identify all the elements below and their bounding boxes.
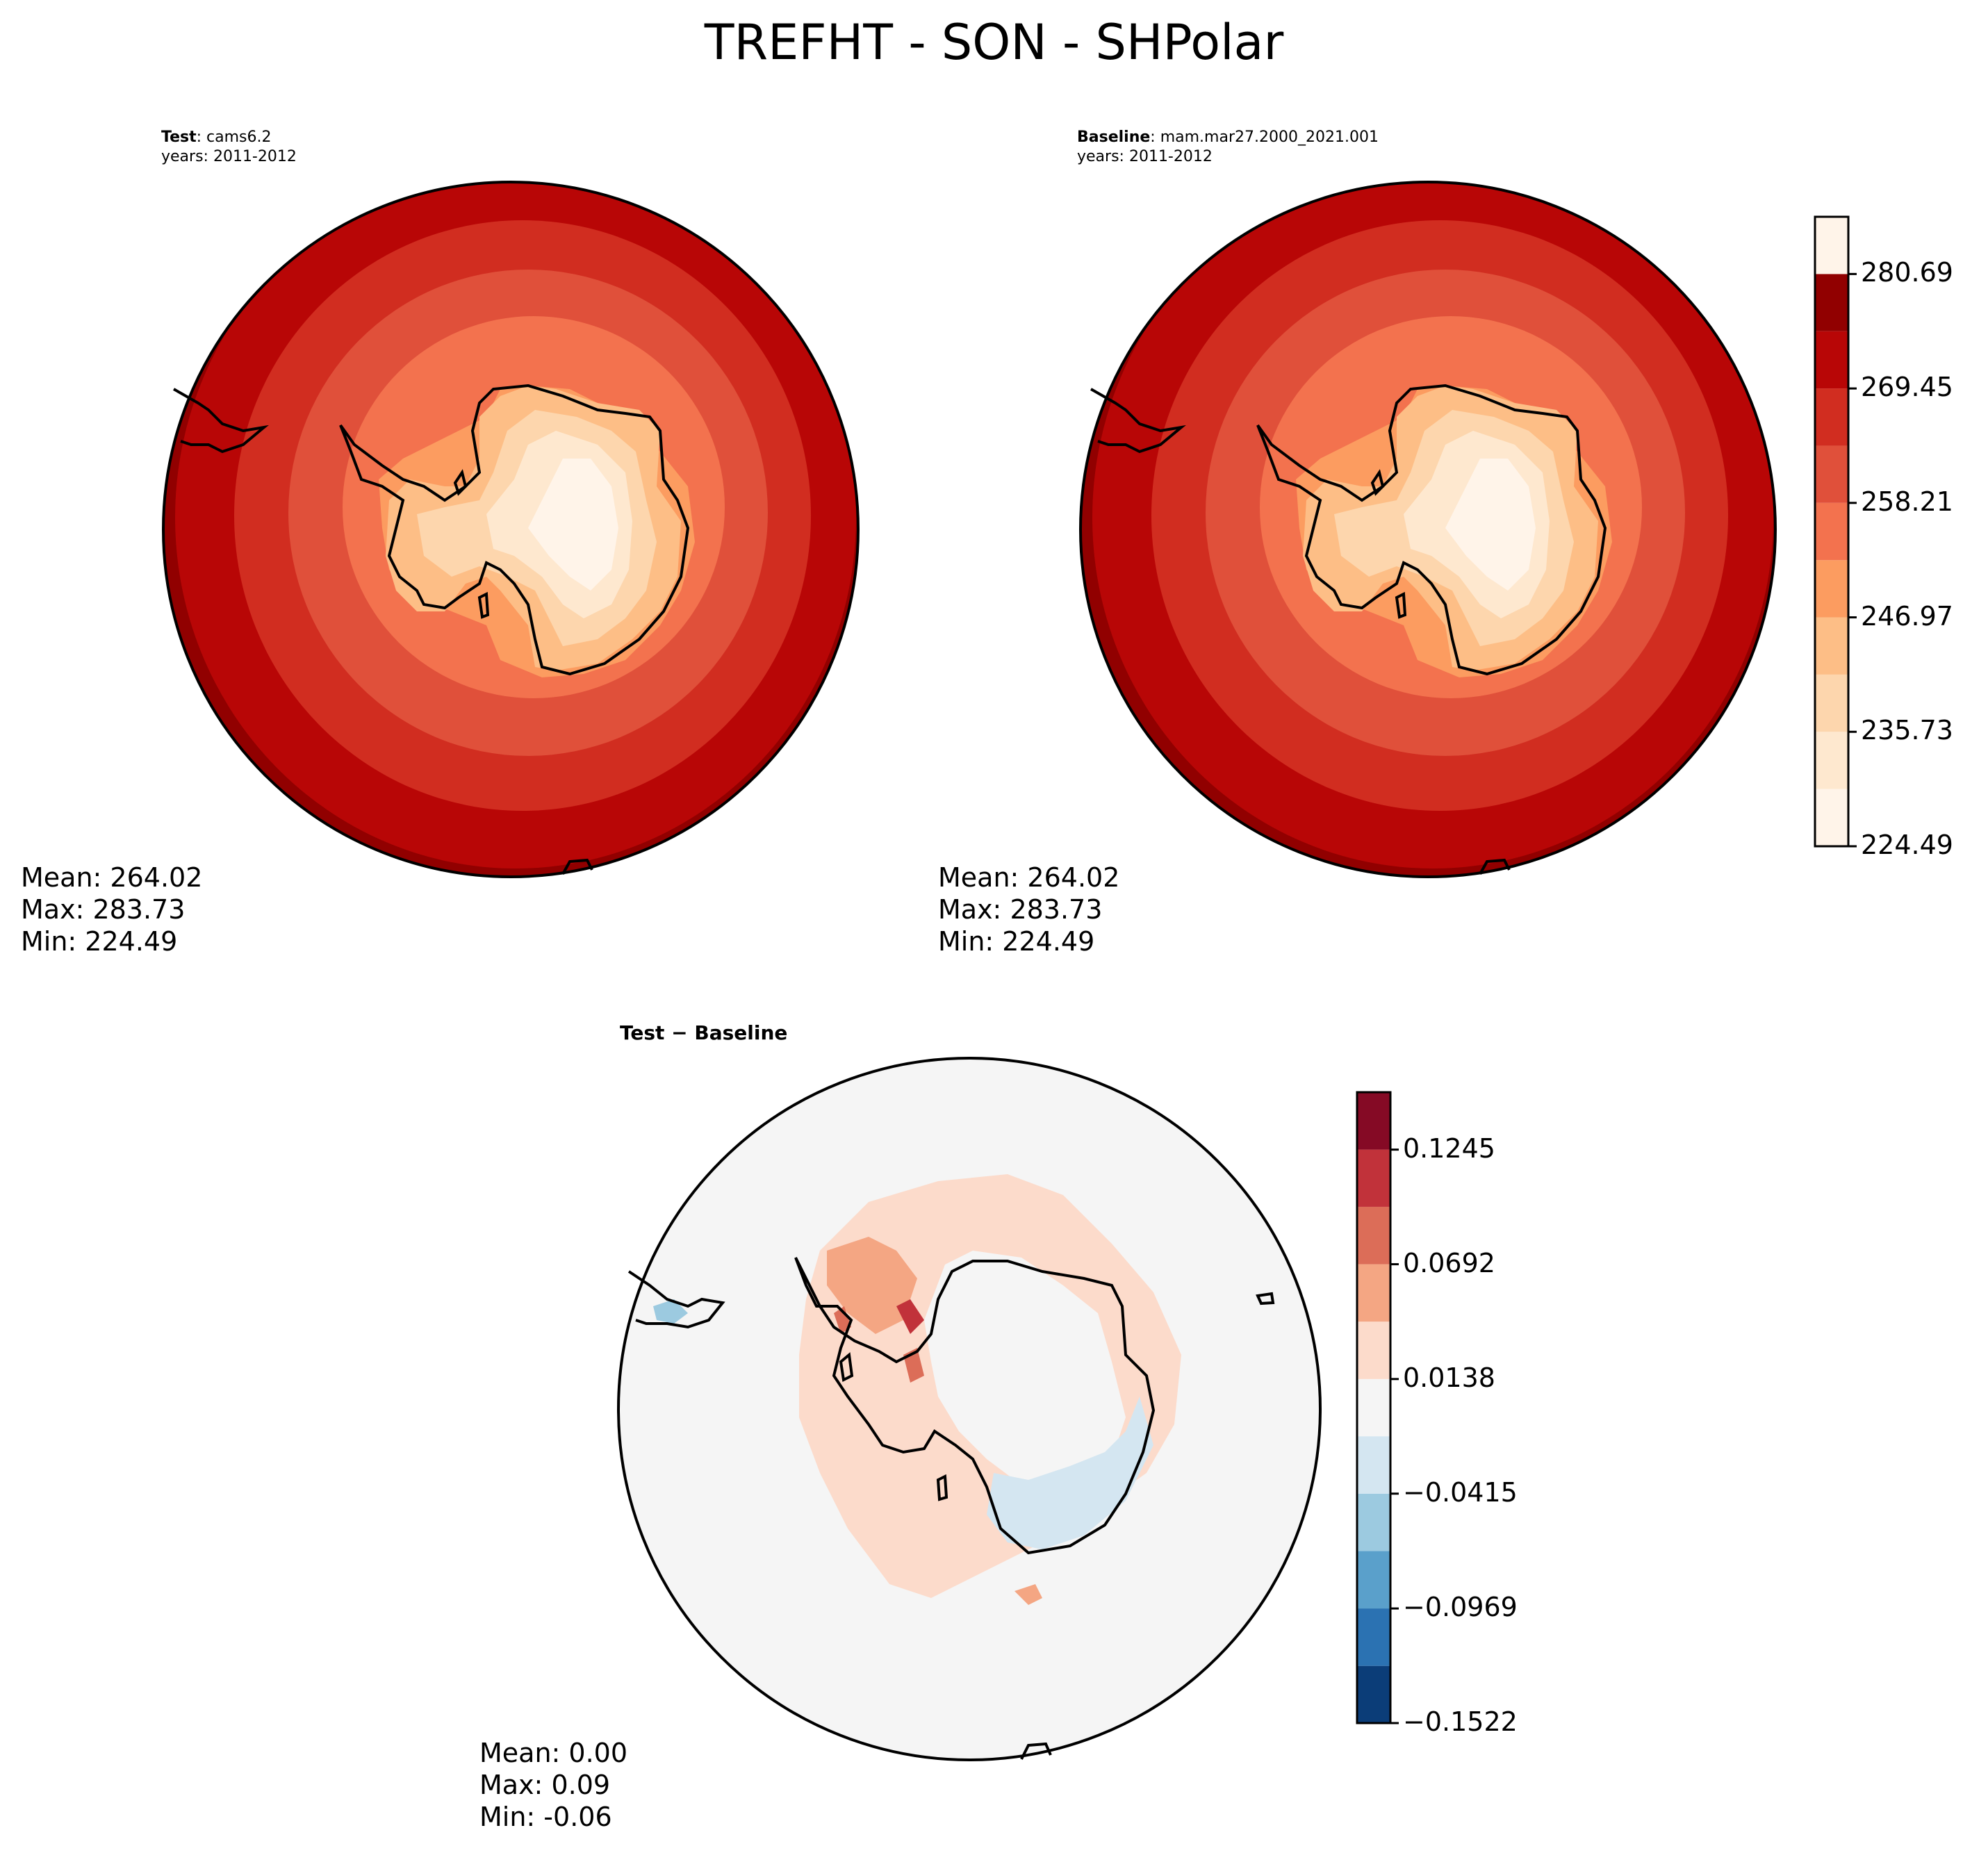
test-title-label: Test bbox=[161, 129, 197, 146]
temperature-colorbar-segment bbox=[1815, 617, 1848, 675]
test-coastline bbox=[561, 858, 593, 875]
difference-colorbar-segment bbox=[1357, 1149, 1390, 1207]
diff-max: Max: 0.09 bbox=[479, 1770, 611, 1800]
temperature-colorbar-segment bbox=[1815, 560, 1848, 618]
temperature-colorbar-tick-label: 280.69 bbox=[1861, 257, 1953, 288]
difference-colorbar-tick-label: 0.0138 bbox=[1403, 1362, 1495, 1393]
baseline-coastline bbox=[1479, 858, 1511, 875]
diff-min: Min: -0.06 bbox=[479, 1802, 612, 1832]
temperature-colorbar-segment bbox=[1815, 674, 1848, 732]
difference-colorbar-tick-label: −0.0415 bbox=[1403, 1476, 1518, 1508]
difference-colorbar-segment bbox=[1357, 1206, 1390, 1265]
difference-colorbar-tick-label: −0.1522 bbox=[1403, 1706, 1518, 1737]
diff-positive-band bbox=[1014, 1584, 1042, 1605]
difference-colorbar-tick-label: −0.0969 bbox=[1403, 1592, 1518, 1623]
difference-colorbar-segment bbox=[1357, 1608, 1390, 1666]
baseline-contour-band bbox=[1445, 459, 1536, 591]
diff-negative-band bbox=[653, 1299, 688, 1324]
difference-colorbar-tick-label: 0.1245 bbox=[1403, 1133, 1495, 1164]
difference-colorbar bbox=[1356, 1091, 1399, 1724]
diff-map-frame bbox=[617, 1057, 1322, 1761]
baseline-stats: Mean: 264.02 Max: 283.73 Min: 224.49 bbox=[938, 862, 1119, 957]
diff-mean: Mean: 0.00 bbox=[479, 1738, 628, 1768]
baseline-coastline bbox=[1090, 388, 1186, 454]
baseline-map-frame bbox=[1079, 181, 1777, 878]
baseline-map bbox=[1079, 181, 1777, 878]
test-map bbox=[162, 181, 860, 878]
baseline-panel-title: Baseline: mam.mar27.2000_2021.001 years:… bbox=[1077, 128, 1379, 167]
baseline-coastline bbox=[1256, 384, 1607, 676]
test-coastline bbox=[339, 384, 690, 676]
test-years: years: 2011-2012 bbox=[161, 148, 297, 165]
test-island-outline bbox=[477, 591, 490, 619]
baseline-min: Min: 224.49 bbox=[938, 926, 1095, 957]
diff-island-outline bbox=[936, 1474, 948, 1501]
baseline-title-case: : mam.mar27.2000_2021.001 bbox=[1150, 129, 1379, 146]
temperature-colorbar-segment bbox=[1815, 388, 1848, 446]
test-min: Min: 224.49 bbox=[21, 926, 178, 957]
diff-panel-title: Test − Baseline bbox=[620, 1021, 788, 1044]
difference-colorbar-tick-label: 0.0692 bbox=[1403, 1247, 1495, 1278]
diff-map bbox=[617, 1057, 1322, 1761]
baseline-title-label: Baseline bbox=[1077, 129, 1151, 146]
difference-colorbar-segment bbox=[1357, 1378, 1390, 1437]
diff-coastline bbox=[1020, 1742, 1052, 1760]
diff-neutral-band bbox=[924, 1251, 1126, 1501]
baseline-island-outline bbox=[1370, 469, 1385, 496]
temperature-colorbar-segment bbox=[1815, 217, 1848, 274]
temperature-colorbar-segment bbox=[1815, 445, 1848, 503]
test-panel-title: Test: cams6.2 years: 2011-2012 bbox=[161, 128, 297, 167]
test-coastline bbox=[173, 388, 269, 454]
test-stats: Mean: 264.02 Max: 283.73 Min: 224.49 bbox=[21, 862, 202, 957]
difference-colorbar-segment bbox=[1357, 1551, 1390, 1609]
difference-colorbar-segment bbox=[1357, 1493, 1390, 1551]
diff-stats: Mean: 0.00 Max: 0.09 Min: -0.06 bbox=[479, 1737, 627, 1833]
test-mean: Mean: 264.02 bbox=[21, 862, 203, 893]
diff-positive-band bbox=[896, 1299, 924, 1334]
diff-positive-band bbox=[834, 1306, 851, 1334]
temperature-colorbar-frame bbox=[1814, 215, 1850, 848]
test-map-frame bbox=[162, 181, 860, 878]
baseline-max: Max: 283.73 bbox=[938, 894, 1103, 925]
test-max: Max: 283.73 bbox=[21, 894, 186, 925]
test-island-outline bbox=[453, 469, 468, 496]
temperature-colorbar-segment bbox=[1815, 502, 1848, 561]
test-title-case: : cams6.2 bbox=[196, 129, 272, 146]
temperature-colorbar-tick-label: 246.97 bbox=[1861, 600, 1953, 632]
temperature-colorbar-segment bbox=[1815, 274, 1848, 331]
diff-coastline bbox=[794, 1257, 1156, 1555]
temperature-colorbar-tick-label: 235.73 bbox=[1861, 715, 1953, 746]
diff-negative-band bbox=[987, 1397, 1153, 1549]
baseline-island-outline bbox=[1395, 591, 1407, 619]
diff-coastline bbox=[627, 1270, 725, 1329]
difference-colorbar-segment bbox=[1357, 1665, 1390, 1723]
difference-colorbar-segment bbox=[1357, 1264, 1390, 1322]
test-contour-band bbox=[528, 459, 618, 591]
difference-colorbar-segment bbox=[1357, 1436, 1390, 1494]
temperature-colorbar-tick-label: 224.49 bbox=[1861, 830, 1953, 860]
diff-positive-band bbox=[827, 1237, 917, 1334]
temperature-colorbar bbox=[1814, 215, 1857, 848]
diff-island-outline bbox=[839, 1352, 854, 1383]
figure-title: TREFHT - SON - SHPolar bbox=[704, 14, 1284, 71]
temperature-colorbar-segment bbox=[1815, 789, 1848, 846]
baseline-years: years: 2011-2012 bbox=[1077, 148, 1213, 165]
difference-colorbar-frame bbox=[1356, 1091, 1392, 1724]
difference-colorbar-segment bbox=[1357, 1321, 1390, 1379]
baseline-mean: Mean: 264.02 bbox=[938, 862, 1120, 893]
temperature-colorbar-segment bbox=[1815, 331, 1848, 389]
temperature-colorbar-tick-label: 258.21 bbox=[1861, 486, 1953, 517]
temperature-colorbar-segment bbox=[1815, 732, 1848, 789]
temperature-colorbar-tick-label: 269.45 bbox=[1861, 372, 1953, 403]
difference-colorbar-segment bbox=[1357, 1092, 1390, 1150]
diff-island-outline bbox=[1256, 1292, 1275, 1306]
